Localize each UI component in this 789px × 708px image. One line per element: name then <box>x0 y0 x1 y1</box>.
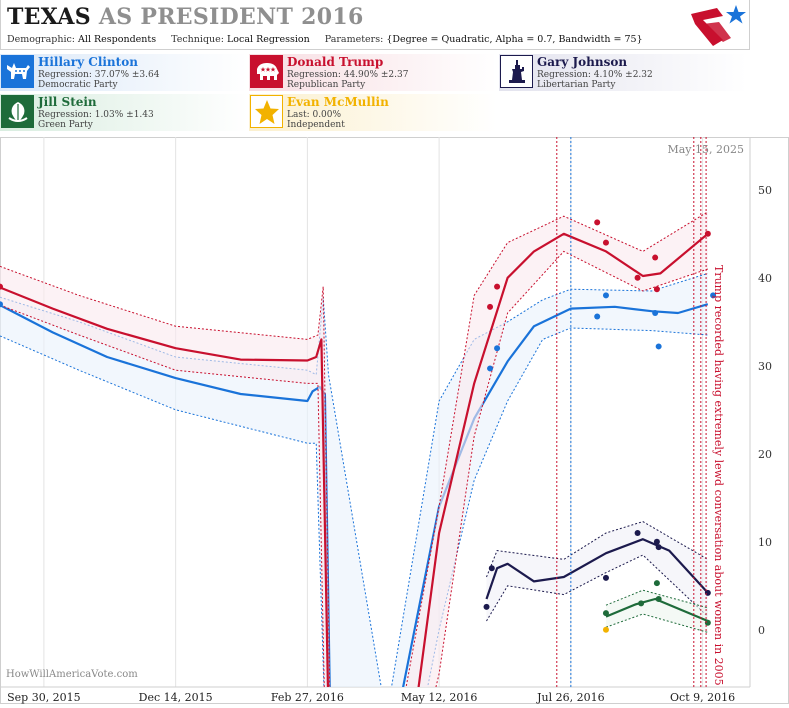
candidate-regression: Regression: 37.07% ±3.64 <box>38 70 160 80</box>
poll-point <box>710 292 717 299</box>
candidate-party: Democratic Party <box>38 80 118 90</box>
page-title: TEXAS AS PRESIDENT 2016 <box>7 4 364 30</box>
confidence-lower-line <box>486 554 709 622</box>
candidate-regression: Last: 0.00% <box>287 110 342 120</box>
candidate-name: Hillary Clinton <box>38 55 138 69</box>
confidence-lower-line <box>605 613 708 633</box>
poll-point <box>634 530 641 536</box>
y-tick-label: 30 <box>758 360 772 373</box>
poll-point <box>487 303 494 310</box>
event-annotation: Trump recorded having extremely lewd con… <box>712 265 725 686</box>
poll-point <box>602 610 609 617</box>
y-tick-label: 0 <box>758 624 765 637</box>
poll-point <box>0 301 3 308</box>
regression-line <box>0 232 709 687</box>
parameters-value: {Degree = Quadratic, Alpha = 0.7, Bandwi… <box>386 34 643 45</box>
confidence-band <box>0 211 708 687</box>
poll-point <box>487 365 494 372</box>
poll-point <box>704 230 711 237</box>
poll-point <box>594 219 601 226</box>
plot-series-group <box>0 211 717 687</box>
y-tick-label: 50 <box>758 184 772 197</box>
candidate-card-stein: Jill Stein Regression: 1.03% ±1.43 Green… <box>0 94 248 131</box>
poll-point <box>634 274 641 281</box>
site-logo <box>691 5 746 46</box>
y-tick-label: 20 <box>758 448 772 461</box>
globe-leaf-icon <box>1 95 34 128</box>
candidate-card-johnson: Gary Johnson Regression: 4.10% ±2.32 Lib… <box>499 54 747 91</box>
demographic-value: All Respondents <box>78 34 157 45</box>
poll-point <box>0 283 3 290</box>
technique-value: Local Regression <box>227 34 310 45</box>
poll-point <box>652 254 659 261</box>
x-tick-label: Jul 26, 2016 <box>536 691 605 704</box>
candidate-card-clinton: Hillary Clinton Regression: 37.07% ±3.64… <box>0 54 248 91</box>
regression-line <box>0 303 709 687</box>
poll-point <box>655 343 662 350</box>
chart-header: TEXAS AS PRESIDENT 2016 Demographic: All… <box>0 0 750 50</box>
x-tick-label: Dec 14, 2015 <box>139 691 213 704</box>
poll-point <box>602 239 609 246</box>
poll-point <box>594 313 601 320</box>
polling-chart: 0 10 20 30 40 50 Sep 30, 2015 Dec 14, 2015 Feb 2… <box>0 137 789 704</box>
candidate-name: Gary Johnson <box>537 55 628 69</box>
confidence-lower-line <box>0 250 708 687</box>
poll-point <box>483 603 490 610</box>
watermark: HowWillAmericaVote.com <box>6 669 138 680</box>
y-tick-label: 10 <box>758 536 772 549</box>
x-tick-label: May 12, 2016 <box>401 691 478 704</box>
poll-point <box>655 596 662 602</box>
confidence-band <box>0 273 708 687</box>
poll-point <box>602 626 609 633</box>
poll-point <box>494 345 501 352</box>
poll-point <box>653 580 660 587</box>
poll-point <box>488 565 495 572</box>
elephant-icon <box>250 55 283 88</box>
poll-point <box>602 292 609 299</box>
confidence-lower-line <box>0 327 708 687</box>
technique-label: Technique: <box>171 34 224 45</box>
parameters-line: Demographic: All Respondents Technique: … <box>7 34 655 45</box>
chart-area: 0 10 20 30 40 50 Sep 30, 2015 Dec 14, 2015 Feb 2… <box>0 137 789 704</box>
confidence-band <box>606 590 708 633</box>
statue-of-liberty-icon <box>500 55 533 88</box>
x-tick-label: Sep 30, 2015 <box>7 691 81 704</box>
poll-point <box>655 544 662 551</box>
regression-line <box>605 597 709 623</box>
candidate-card-mcmullin: Evan McMullin Last: 0.00% Independent <box>249 94 497 131</box>
confidence-upper-line <box>486 521 709 578</box>
candidate-regression: Regression: 44.90% ±2.37 <box>287 70 409 80</box>
candidate-legend: Hillary Clinton Regression: 37.07% ±3.64… <box>0 54 750 132</box>
candidate-party: Libertarian Party <box>537 80 616 90</box>
candidate-regression: Regression: 1.03% ±1.43 <box>38 110 154 120</box>
candidate-party: Independent <box>287 120 345 130</box>
poll-point <box>638 600 645 607</box>
candidate-name: Evan McMullin <box>287 95 389 109</box>
poll-point <box>653 286 660 293</box>
candidate-name: Jill Stein <box>38 95 97 109</box>
star-icon <box>250 95 283 128</box>
poll-point <box>494 283 501 290</box>
candidate-name: Donald Trump <box>287 55 384 69</box>
poll-point <box>653 538 660 545</box>
demographic-label: Demographic: <box>7 34 76 45</box>
candidate-card-trump: Donald Trump Regression: 44.90% ±2.37 Re… <box>249 54 497 91</box>
x-tick-label: Oct 9, 2016 <box>670 691 735 704</box>
candidate-party: Republican Party <box>287 80 366 90</box>
parameters-label: Parameters: <box>324 34 384 45</box>
poll-point <box>602 574 609 581</box>
poll-point <box>652 310 659 316</box>
candidate-regression: Regression: 4.10% ±2.32 <box>537 70 653 80</box>
x-tick-label: Feb 27, 2016 <box>271 691 344 704</box>
chart-date-label: May 15, 2025 <box>667 143 744 156</box>
confidence-upper-line <box>605 589 708 609</box>
candidate-party: Green Party <box>38 120 93 130</box>
y-tick-label: 40 <box>758 272 772 285</box>
title-rest: AS PRESIDENT 2016 <box>98 4 364 30</box>
donkey-icon <box>1 55 34 88</box>
confidence-band <box>486 521 708 621</box>
title-state: TEXAS <box>7 4 91 30</box>
